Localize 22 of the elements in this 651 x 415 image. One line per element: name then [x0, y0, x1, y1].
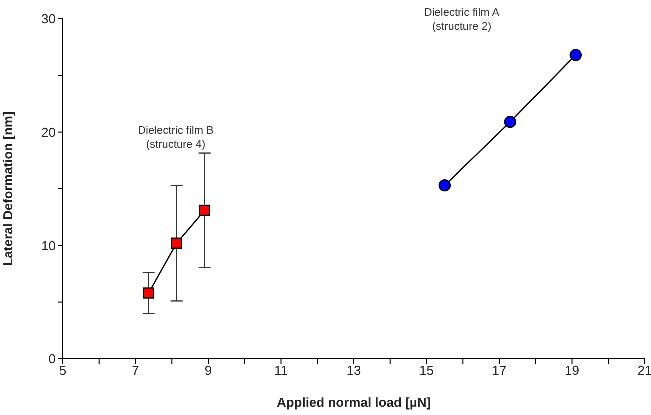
- point: [438, 180, 452, 192]
- y-tick-label: 0: [48, 352, 56, 367]
- x-tick-label: 19: [565, 363, 580, 378]
- x-tick-label: 15: [420, 363, 434, 378]
- y-axis-title: Lateral Deformation [nm]: [0, 112, 16, 266]
- point: [570, 49, 582, 62]
- x-tick-label: 17: [492, 363, 507, 378]
- annotation: Dielectric film B (structure 4): [138, 124, 214, 151]
- y-tick-label: 10: [42, 238, 56, 254]
- y-tick-label: 20: [42, 124, 56, 140]
- point: [143, 288, 154, 299]
- y-tick-label: 30: [42, 12, 56, 27]
- x-tick-label: 11: [274, 363, 288, 378]
- x-tick-label: 9: [204, 363, 212, 378]
- x-tick-label: 5: [59, 363, 67, 378]
- point: [171, 238, 182, 249]
- x-tick-label: 13: [346, 363, 362, 378]
- annotation: Dielectric film A (structure 2): [424, 6, 500, 33]
- point: [504, 116, 517, 128]
- x-axis-title: Applied normal load [µN]: [276, 395, 432, 410]
- x-tick-label: 7: [132, 363, 140, 378]
- point: [199, 204, 210, 216]
